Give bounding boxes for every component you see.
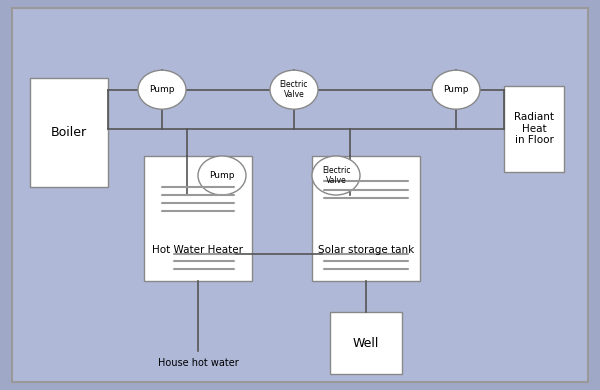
Text: Electric
Valve: Electric Valve <box>322 166 350 185</box>
Text: Pump: Pump <box>443 85 469 94</box>
Ellipse shape <box>432 70 480 109</box>
Ellipse shape <box>270 70 318 109</box>
Text: Boiler: Boiler <box>51 126 87 139</box>
FancyBboxPatch shape <box>312 156 420 281</box>
FancyBboxPatch shape <box>504 86 564 172</box>
Ellipse shape <box>198 156 246 195</box>
Text: House hot water: House hot water <box>158 358 238 368</box>
FancyBboxPatch shape <box>330 312 402 374</box>
Text: Electric
Valve: Electric Valve <box>280 80 308 99</box>
Ellipse shape <box>138 70 186 109</box>
Text: Solar storage tank: Solar storage tank <box>318 245 414 255</box>
Text: Hot Water Heater: Hot Water Heater <box>152 245 244 255</box>
Text: Radiant
Heat
in Floor: Radiant Heat in Floor <box>514 112 554 145</box>
FancyBboxPatch shape <box>30 78 108 187</box>
Text: Well: Well <box>353 337 379 350</box>
FancyBboxPatch shape <box>144 156 252 281</box>
Text: Pump: Pump <box>209 171 235 180</box>
Text: Pump: Pump <box>149 85 175 94</box>
FancyBboxPatch shape <box>12 8 588 382</box>
Ellipse shape <box>312 156 360 195</box>
